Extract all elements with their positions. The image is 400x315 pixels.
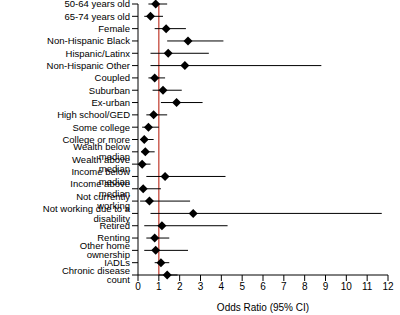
svg-text:Suburban: Suburban (89, 85, 130, 96)
svg-text:Female: Female (98, 23, 130, 34)
svg-text:10: 10 (341, 281, 353, 292)
svg-text:50-64 years old: 50-64 years old (65, 0, 130, 9)
svg-text:3: 3 (198, 281, 204, 292)
svg-text:Some college: Some college (72, 122, 130, 133)
svg-text:Ex-urban: Ex-urban (91, 97, 130, 108)
svg-text:0: 0 (135, 281, 141, 292)
svg-text:65-74 years old: 65-74 years old (65, 11, 130, 22)
svg-text:12: 12 (382, 281, 392, 292)
svg-text:Non-Hispanic Other: Non-Hispanic Other (47, 60, 130, 71)
svg-text:7: 7 (281, 281, 287, 292)
svg-text:Retired: Retired (99, 220, 130, 231)
svg-text:High school/GED: High school/GED (57, 109, 130, 120)
svg-text:Coupled: Coupled (95, 72, 130, 83)
svg-text:11: 11 (362, 281, 373, 292)
svg-text:Chronic diseasecount: Chronic diseasecount (62, 265, 130, 286)
svg-text:Odds Ratio (95% CI): Odds Ratio (95% CI) (217, 302, 309, 313)
svg-text:Non-Hispanic Black: Non-Hispanic Black (47, 35, 130, 46)
svg-text:9: 9 (323, 281, 329, 292)
svg-text:5: 5 (239, 281, 245, 292)
svg-text:1: 1 (156, 281, 162, 292)
svg-text:8: 8 (302, 281, 308, 292)
svg-text:6: 6 (260, 281, 266, 292)
svg-text:4: 4 (219, 281, 225, 292)
svg-text:2: 2 (177, 281, 183, 292)
svg-text:Hispanic/Latinx: Hispanic/Latinx (66, 48, 131, 59)
